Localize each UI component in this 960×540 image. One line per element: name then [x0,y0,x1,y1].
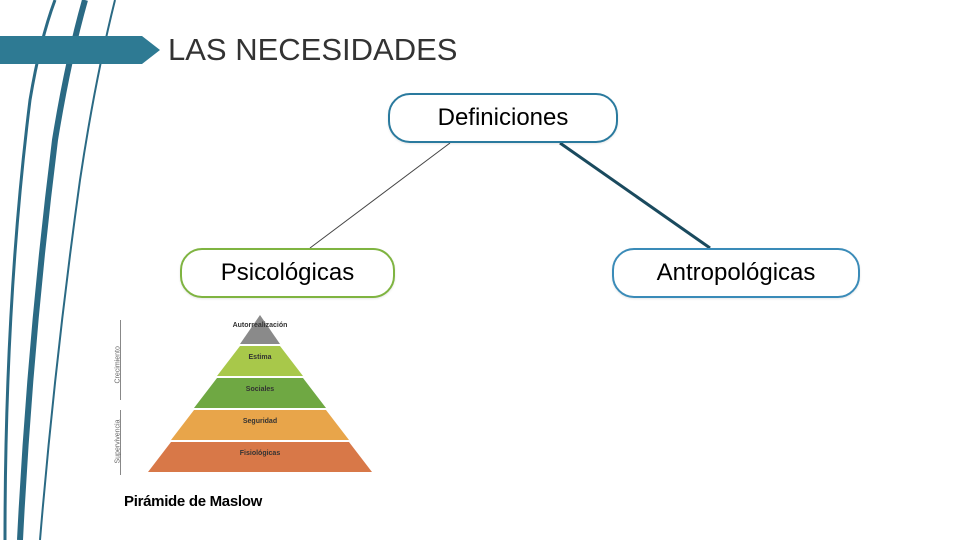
pyramid-level-1-label: Estima [210,354,310,361]
pyramid-level-4-label: Fisiológicas [210,450,310,457]
pyramid-level-3-label: Seguridad [210,418,310,425]
title-accent-shape [0,36,160,64]
side-label-bottom: Supervivencia [115,420,122,464]
title-bar: LAS NECESIDADES [0,32,457,68]
page-title: LAS NECESIDADES [168,32,457,68]
node-psicologicas: Psicológicas [180,248,395,298]
pyramid-caption: Pirámide de Maslow [124,493,262,510]
side-label-top: Crecimiento [115,346,122,383]
maslow-pyramid: Crecimiento Supervivencia Autorrealizaci… [90,310,380,520]
node-antropologicas: Antropológicas [612,248,860,298]
node-definiciones-label: Definiciones [438,104,569,132]
pyramid-level-0-label: Autorrealización [210,322,310,329]
pyramid-level-2-label: Sociales [210,386,310,393]
node-psicologicas-label: Psicológicas [221,259,354,287]
node-definiciones: Definiciones [388,93,618,143]
node-antropologicas-label: Antropológicas [657,259,816,287]
